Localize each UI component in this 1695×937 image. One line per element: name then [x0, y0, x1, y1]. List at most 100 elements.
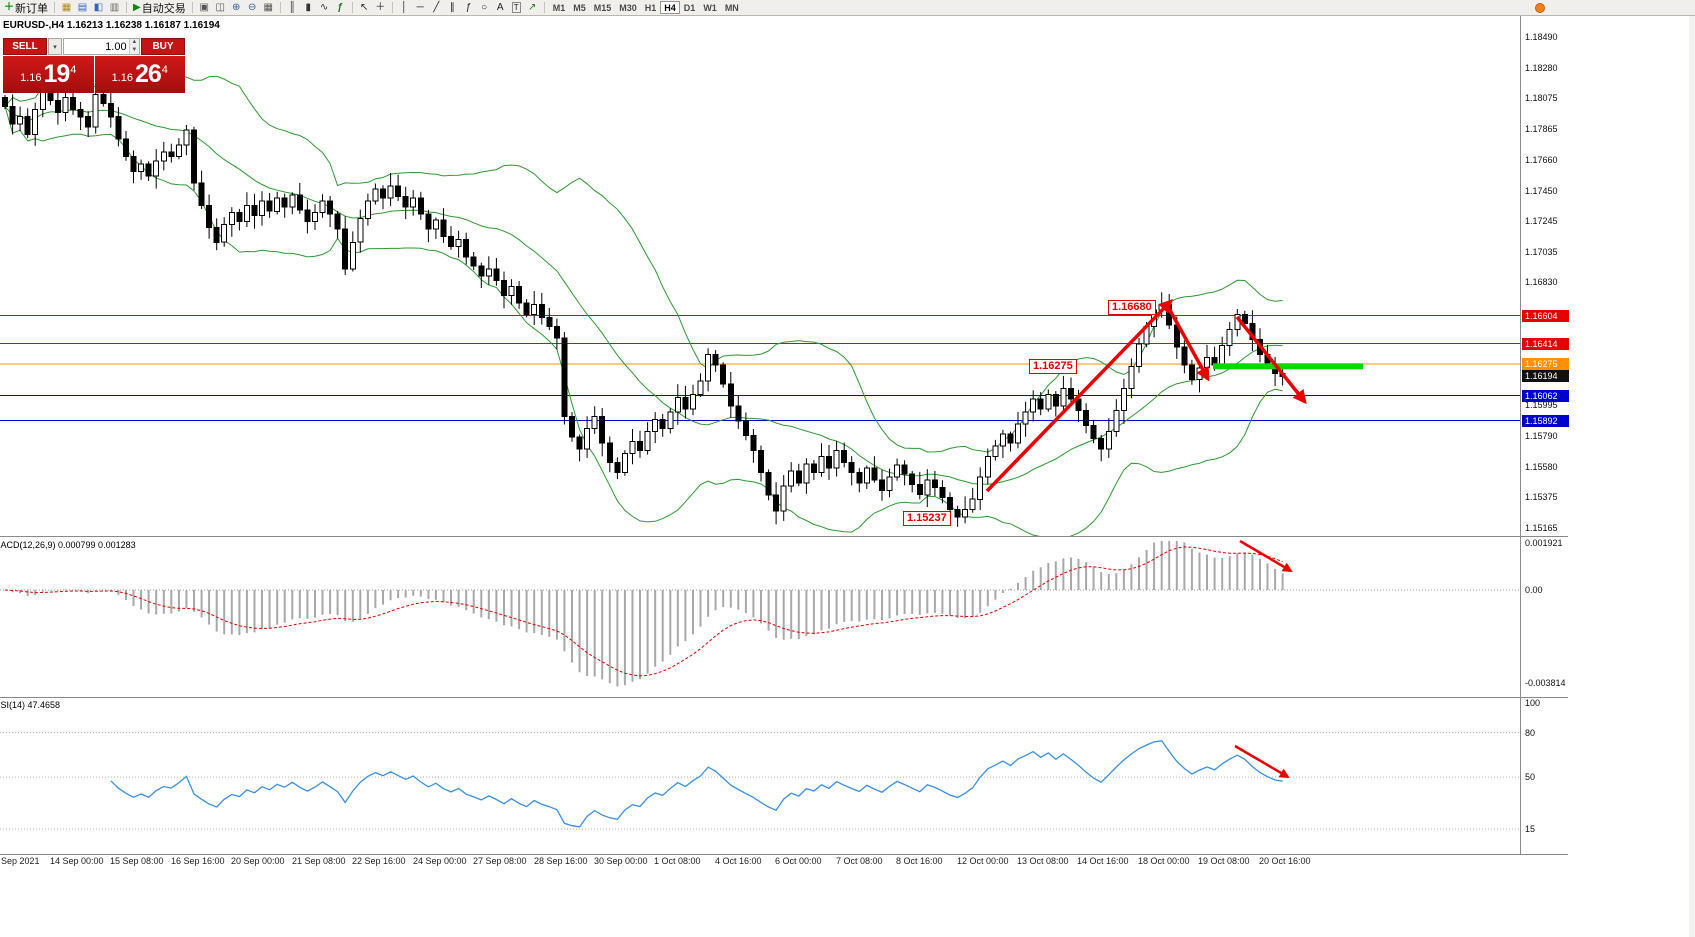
candle-chart-button[interactable]: ▮ [301, 1, 316, 15]
help-icon[interactable] [1535, 2, 1545, 13]
text-tool-icon: A [496, 1, 504, 13]
trendline-tool-button[interactable]: ╱ [429, 1, 444, 15]
panel-separator[interactable] [0, 536, 1568, 537]
macd-scale-tick: 0.00 [1525, 585, 1543, 595]
bid-price-tile[interactable]: 1.16 19 4 [3, 56, 94, 93]
price-tick: 1.15580 [1525, 461, 1558, 472]
time-axis-label: 14 Oct 16:00 [1077, 856, 1129, 866]
crosshair-button[interactable]: ＋ [373, 1, 388, 15]
shapes-tool-icon: ○ [481, 1, 488, 13]
time-axis-label: 30 Sep 00:00 [594, 856, 648, 866]
timeframe-button-M15[interactable]: M15 [593, 3, 612, 13]
new-chart-button[interactable]: ▣ [197, 1, 212, 15]
timeframe-button-MN[interactable]: MN [724, 3, 739, 13]
time-axis-label: 24 Sep 00:00 [413, 856, 467, 866]
price-badge: 1.16604 [1522, 309, 1569, 322]
time-axis-label: 20 Oct 16:00 [1259, 856, 1311, 866]
chevron-down-icon: ▾ [53, 43, 57, 51]
new-order-button[interactable]: ＋ 新订单 [2, 1, 50, 15]
sell-button[interactable]: SELL [3, 38, 47, 55]
terminal-button[interactable]: ▥ [107, 1, 122, 15]
timeframe-button-H1[interactable]: H1 [644, 3, 657, 13]
timeframe-switcher: M1 M5 M15 M30 H1 H4 D1 W1 MN [549, 1, 743, 14]
auto-trading-label: 自动交易 [141, 2, 186, 15]
timeframe-button-M30[interactable]: M30 [619, 3, 637, 13]
price-scale-separator [1520, 16, 1521, 854]
order-type-dropdown[interactable]: ▾ [48, 38, 62, 55]
new-chart-icon: ▣ [199, 1, 209, 13]
trendline-tool-icon: ╱ [433, 1, 440, 13]
price-tick: 1.17450 [1525, 185, 1558, 196]
hline-tool-icon: ─ [416, 1, 424, 13]
timeframe-button-M1[interactable]: M1 [552, 3, 566, 13]
volume-spin-up[interactable]: ▲ [129, 39, 139, 47]
zoom-in-button[interactable]: ⊕ [229, 1, 244, 15]
rsi-plot[interactable] [0, 700, 1522, 854]
window-edge [1689, 16, 1695, 937]
price-badge: 1.16194 [1522, 370, 1569, 383]
fibonacci-tool-button[interactable]: ƒ [461, 1, 476, 15]
ask-price-tile[interactable]: 1.16 26 4 [94, 56, 185, 93]
terminal-icon: ▥ [109, 1, 120, 13]
time-axis-label: 20 Sep 00:00 [231, 856, 285, 866]
main-chart-area[interactable] [0, 16, 1522, 541]
line-chart-icon: ∿ [320, 1, 329, 13]
tile-windows-button[interactable]: ▦ [261, 1, 276, 15]
label-tool-button[interactable]: T [509, 1, 524, 15]
price-scale[interactable]: 1.18490 1.18280 1.18075 1.17865 1.17660 1.174… [1522, 16, 1602, 854]
zoom-out-button[interactable]: ⊖ [245, 1, 260, 15]
separator [126, 2, 127, 13]
rsi-indicator-area[interactable] [0, 700, 1522, 854]
timeframe-button-W1[interactable]: W1 [703, 3, 717, 13]
arrows-tool-button[interactable]: ↗ [525, 1, 540, 15]
timeframe-button-H4[interactable]: H4 [660, 1, 680, 14]
separator [391, 2, 393, 13]
time-axis-label: Sep 2021 [1, 856, 40, 866]
time-axis-label: 7 Oct 08:00 [836, 856, 883, 866]
buy-button[interactable]: BUY [141, 38, 185, 55]
one-click-trading-panel: SELL ▾ ▲ ▼ BUY 1.16 19 4 1.16 26 4 [3, 38, 185, 93]
shapes-tool-button[interactable]: ○ [477, 1, 492, 15]
volume-input[interactable] [64, 39, 129, 54]
time-axis-label: 14 Sep 00:00 [50, 856, 104, 866]
chart-ohlc-title: EURUSD-,H4 1.16213 1.16238 1.16187 1.161… [3, 20, 220, 31]
vline-tool-button[interactable]: │ [397, 1, 412, 15]
navigator-button[interactable]: ◧ [91, 1, 106, 15]
price-annotation-label[interactable]: 1.16680 [1108, 300, 1156, 315]
timeframe-button-D1[interactable]: D1 [683, 3, 696, 13]
auto-trading-button[interactable]: ▶ 自动交易 [131, 1, 188, 15]
profiles-button[interactable]: ◫ [213, 1, 228, 15]
price-tick: 1.15165 [1525, 523, 1558, 533]
new-order-icon: ＋ [4, 1, 14, 13]
main-chart-plot[interactable] [0, 16, 1522, 541]
bar-chart-button[interactable]: ║ [285, 1, 300, 15]
vline-tool-icon: │ [401, 1, 408, 13]
channel-tool-icon: ∥ [449, 1, 455, 13]
price-tick: 1.17660 [1525, 154, 1558, 165]
text-tool-button[interactable]: A [493, 1, 508, 15]
time-axis-label: 28 Sep 16:00 [534, 856, 588, 866]
indicators-button[interactable]: ƒ [333, 1, 348, 15]
time-axis-label: 1 Oct 08:00 [654, 856, 701, 866]
macd-plot[interactable] [0, 537, 1522, 696]
time-axis-label: 13 Oct 08:00 [1017, 856, 1069, 866]
zoom-in-icon: ⊕ [232, 1, 241, 13]
price-badge: 1.16062 [1522, 389, 1569, 402]
time-axis[interactable]: Sep 2021 14 Sep 00:00 15 Sep 08:00 16 Sep 1… [0, 856, 1522, 870]
channel-tool-button[interactable]: ∥ [445, 1, 460, 15]
arrows-tool-icon: ↗ [528, 1, 537, 13]
rsi-label: RSI(14) 47.4658 [0, 700, 61, 710]
cursor-button[interactable]: ↖ [357, 1, 372, 15]
macd-indicator-area[interactable] [0, 537, 1522, 696]
panel-separator[interactable] [0, 697, 1568, 698]
data-window-button[interactable]: ▤ [75, 1, 90, 15]
volume-spin-down[interactable]: ▼ [129, 46, 139, 54]
line-chart-button[interactable]: ∿ [317, 1, 332, 15]
price-tick: 1.16830 [1525, 277, 1558, 288]
market-watch-button[interactable]: ▦ [59, 1, 74, 15]
price-annotation-label[interactable]: 1.16275 [1029, 359, 1077, 374]
hline-tool-button[interactable]: ─ [413, 1, 428, 15]
cursor-icon: ↖ [360, 1, 369, 13]
price-annotation-label[interactable]: 1.15237 [903, 511, 951, 526]
timeframe-button-M5[interactable]: M5 [573, 3, 586, 13]
